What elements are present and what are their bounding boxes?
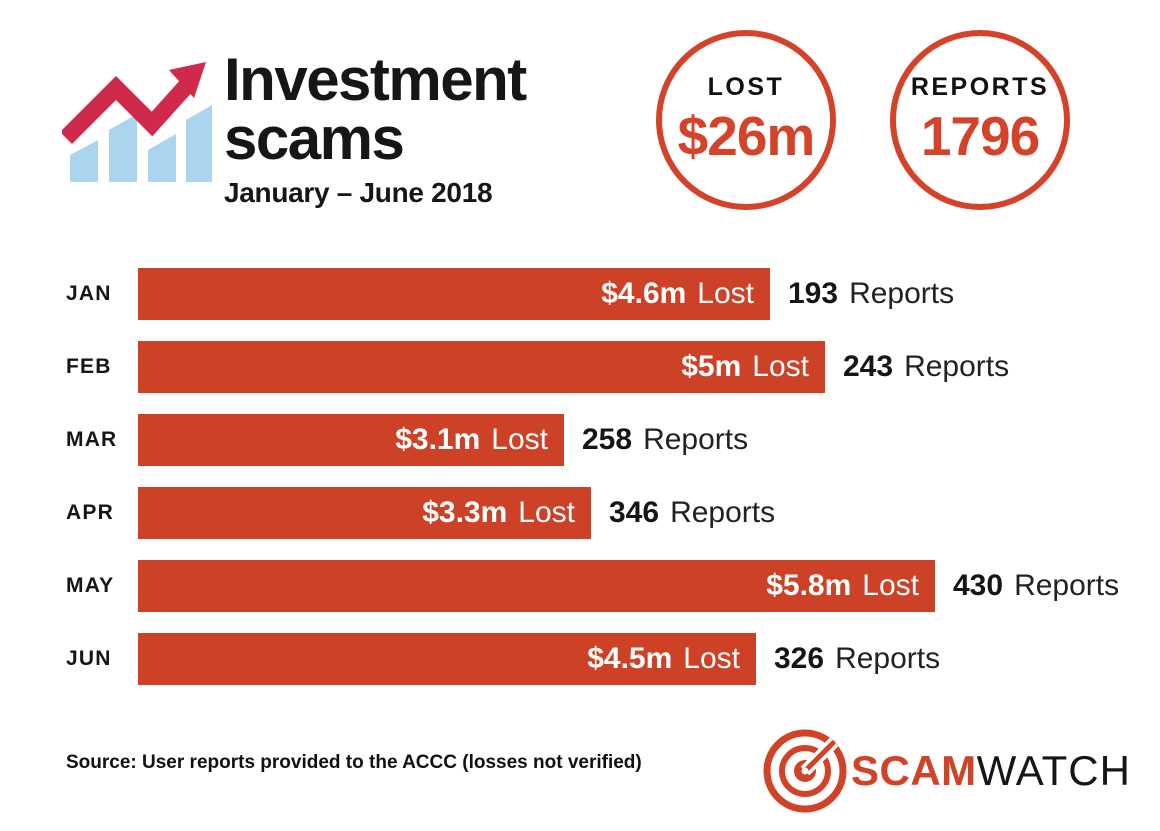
lost-word: Lost (752, 350, 809, 383)
reports-value: 346 (609, 496, 660, 529)
lost-word: Lost (491, 423, 548, 456)
reports-count: 243 Reports (843, 341, 1009, 393)
reports-word: Reports (904, 350, 1010, 383)
month-label: FEB (66, 355, 112, 378)
month-label: APR (66, 501, 114, 524)
target-bullseye-icon (763, 729, 847, 813)
trend-up-bar-chart-icon (62, 62, 212, 182)
lost-value: $3.1m (395, 423, 481, 456)
lost-amount-bar: $5.8m Lost (138, 560, 935, 612)
total-reports-label: REPORTS (910, 72, 1050, 101)
lost-value: $5.8m (766, 569, 852, 602)
month-label: JUN (66, 647, 112, 670)
lost-word: Lost (862, 569, 919, 602)
lost-value: $5m (681, 350, 742, 383)
chart-row-jun: JUN $4.5m Lost 326 Reports (0, 633, 1160, 685)
header-title-block: Investment scams January – June 2018 (224, 46, 527, 209)
lost-word: Lost (697, 277, 754, 310)
lost-amount-bar: $4.5m Lost (138, 633, 756, 685)
month-label: MAR (66, 428, 118, 451)
reports-count: 326 Reports (774, 633, 940, 685)
lost-value: $4.5m (587, 642, 673, 675)
month-label: JAN (66, 282, 112, 305)
chart-row-mar: MAR $3.1m Lost 258 Reports (0, 414, 1160, 466)
reports-count: 430 Reports (953, 560, 1119, 612)
reports-count: 193 Reports (788, 268, 954, 320)
reports-word: Reports (849, 277, 955, 310)
logo-scam-text: SCAM (851, 746, 977, 794)
reports-value: 193 (788, 277, 839, 310)
lost-value: $4.6m (601, 277, 687, 310)
reports-word: Reports (643, 423, 749, 456)
lost-amount-bar: $5m Lost (138, 341, 825, 393)
lost-amount-bar: $4.6m Lost (138, 268, 770, 320)
reports-word: Reports (835, 642, 941, 675)
scamwatch-wordmark: SCAM WATCH (851, 727, 1131, 814)
lost-word: Lost (518, 496, 575, 529)
reports-value: 326 (774, 642, 825, 675)
lost-amount-bar: $3.1m Lost (138, 414, 564, 466)
source-note: Source: User reports provided to the ACC… (66, 752, 642, 773)
page-title-line1: Investment (224, 46, 527, 113)
total-lost-label: LOST (707, 72, 785, 101)
total-reports-value: 1796 (920, 104, 1040, 167)
lost-value: $3.3m (422, 496, 508, 529)
date-range-subtitle: January – June 2018 (224, 177, 493, 208)
reports-value: 258 (582, 423, 633, 456)
chart-row-may: MAY $5.8m Lost 430 Reports (0, 560, 1160, 612)
total-lost-value: $26m (677, 104, 816, 167)
reports-value: 243 (843, 350, 894, 383)
chart-row-apr: APR $3.3m Lost 346 Reports (0, 487, 1160, 539)
total-reports-circle: REPORTS 1796 (890, 30, 1070, 210)
reports-word: Reports (670, 496, 776, 529)
chart-row-feb: FEB $5m Lost 243 Reports (0, 341, 1160, 393)
reports-count: 258 Reports (582, 414, 748, 466)
lost-word: Lost (683, 642, 740, 675)
chart-row-jan: JAN $4.6m Lost 193 Reports (0, 268, 1160, 320)
lost-amount-bar: $3.3m Lost (138, 487, 591, 539)
page-title-line2: scams (224, 105, 405, 172)
reports-value: 430 (953, 569, 1004, 602)
scamwatch-logo: SCAM WATCH (762, 727, 1130, 814)
month-label: MAY (66, 574, 115, 597)
reports-word: Reports (1014, 569, 1120, 602)
reports-count: 346 Reports (609, 487, 775, 539)
logo-watch-text: WATCH (976, 746, 1131, 794)
total-lost-circle: LOST $26m (656, 30, 836, 210)
